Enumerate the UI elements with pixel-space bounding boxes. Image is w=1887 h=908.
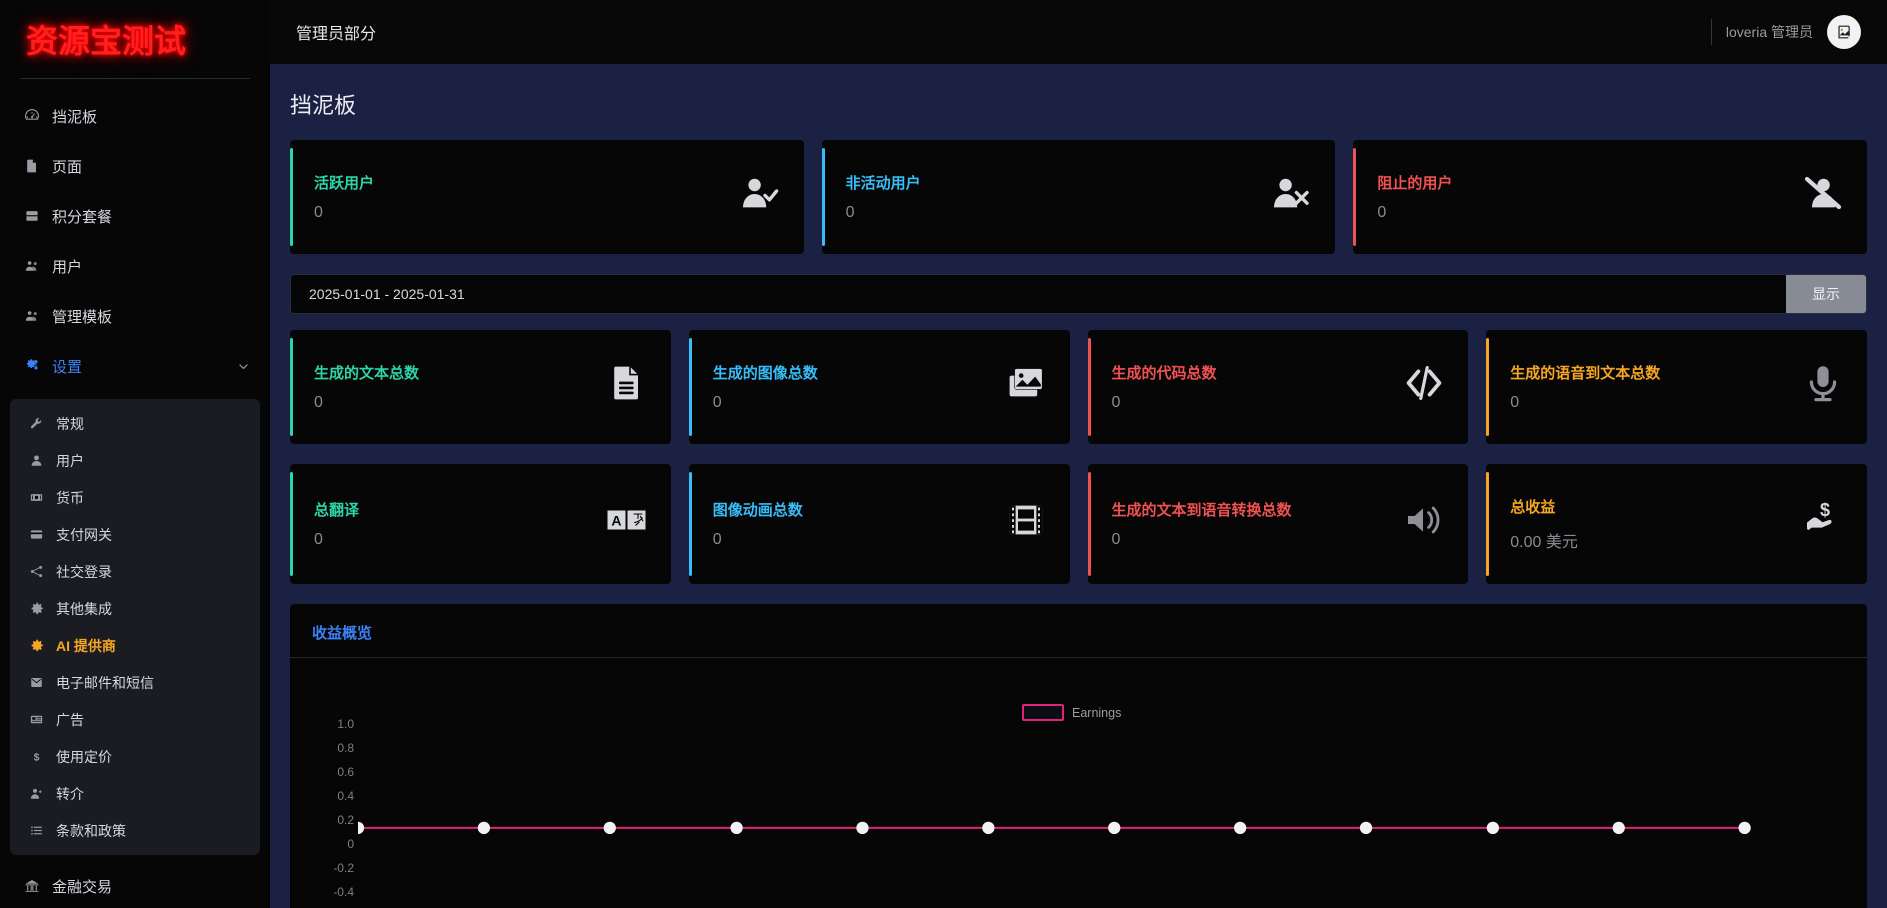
svg-text:$: $	[1820, 500, 1830, 520]
svg-text:$: $	[33, 752, 39, 764]
svg-text:A: A	[611, 512, 621, 528]
